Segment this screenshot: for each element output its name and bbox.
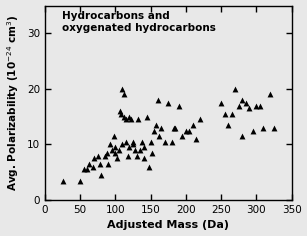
Point [222, 112, 227, 116]
Point [130, 140, 135, 143]
Point [173, 126, 178, 130]
Point [154, 123, 159, 127]
Point [229, 112, 234, 116]
Point [134, 154, 139, 157]
Point [145, 115, 150, 118]
Point [123, 140, 128, 143]
Point [219, 101, 223, 105]
Point [194, 137, 199, 141]
Point [190, 123, 195, 127]
Point [95, 154, 100, 157]
Point [261, 126, 266, 130]
Point [128, 118, 133, 121]
Point [118, 109, 123, 113]
Point [257, 104, 262, 107]
Point [271, 126, 276, 130]
Point [247, 106, 252, 110]
Point [121, 93, 126, 96]
Point [60, 179, 65, 182]
Point [120, 143, 125, 146]
Point [152, 129, 157, 132]
Point [102, 154, 107, 157]
Y-axis label: Avg. Polarizability (10$^{-24}$ cm$^3$): Avg. Polarizability (10$^{-24}$ cm$^3$) [6, 14, 21, 191]
Point [127, 145, 132, 149]
Point [250, 129, 255, 132]
Point [113, 151, 118, 155]
Point [133, 148, 138, 152]
Point [114, 156, 119, 160]
Point [107, 143, 112, 146]
Point [180, 134, 185, 138]
Point [85, 168, 90, 171]
Point [148, 140, 153, 143]
Point [130, 143, 135, 146]
Point [78, 179, 83, 182]
Point [123, 118, 128, 121]
Point [183, 129, 188, 132]
Point [92, 156, 97, 160]
Point [104, 151, 109, 155]
Point [226, 123, 231, 127]
Point [157, 134, 161, 138]
Point [138, 148, 142, 152]
Point [90, 165, 95, 169]
Point [197, 118, 202, 121]
Point [120, 87, 125, 91]
Point [81, 168, 86, 171]
Point [171, 126, 176, 130]
Point [97, 162, 102, 166]
Point [240, 134, 245, 138]
Point [166, 101, 171, 105]
Point [87, 162, 92, 166]
Point [240, 98, 245, 102]
Point [155, 98, 160, 102]
Point [176, 104, 181, 107]
Point [150, 151, 154, 155]
Point [141, 145, 146, 149]
Point [127, 115, 132, 118]
Point [135, 118, 140, 121]
Point [140, 140, 145, 143]
Point [254, 104, 259, 107]
Point [268, 93, 273, 96]
Point [187, 129, 192, 132]
Point [126, 154, 130, 157]
Point [233, 87, 238, 91]
Text: Hydrocarbons and
oxygenated hydrocarbons: Hydrocarbons and oxygenated hydrocarbons [62, 11, 216, 33]
Point [243, 101, 248, 105]
X-axis label: Adjusted Mass (Da): Adjusted Mass (Da) [107, 220, 229, 230]
Point [159, 126, 164, 130]
Point [162, 140, 167, 143]
Point [236, 104, 241, 107]
Point [109, 148, 114, 152]
Point [147, 165, 152, 169]
Point [119, 112, 123, 116]
Point [106, 162, 111, 166]
Point [113, 145, 118, 149]
Point [116, 148, 121, 152]
Point [169, 140, 174, 143]
Point [99, 173, 104, 177]
Point [141, 156, 146, 160]
Point [121, 115, 126, 118]
Point [111, 134, 116, 138]
